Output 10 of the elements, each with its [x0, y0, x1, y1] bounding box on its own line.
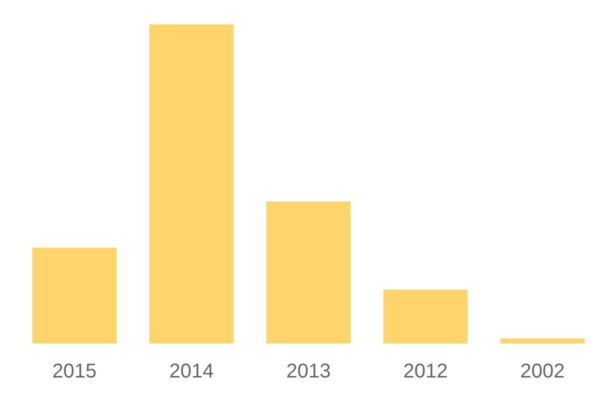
bar — [500, 338, 585, 344]
x-tick-label: 2014 — [169, 360, 214, 382]
x-tick-label: 2015 — [52, 360, 97, 382]
bar — [383, 290, 468, 344]
x-tick-label: 2012 — [403, 360, 448, 382]
x-tick-label: 2013 — [286, 360, 331, 382]
bar — [266, 201, 351, 344]
bar — [149, 24, 234, 344]
x-tick-label: 2002 — [520, 360, 565, 382]
bar — [32, 248, 117, 344]
